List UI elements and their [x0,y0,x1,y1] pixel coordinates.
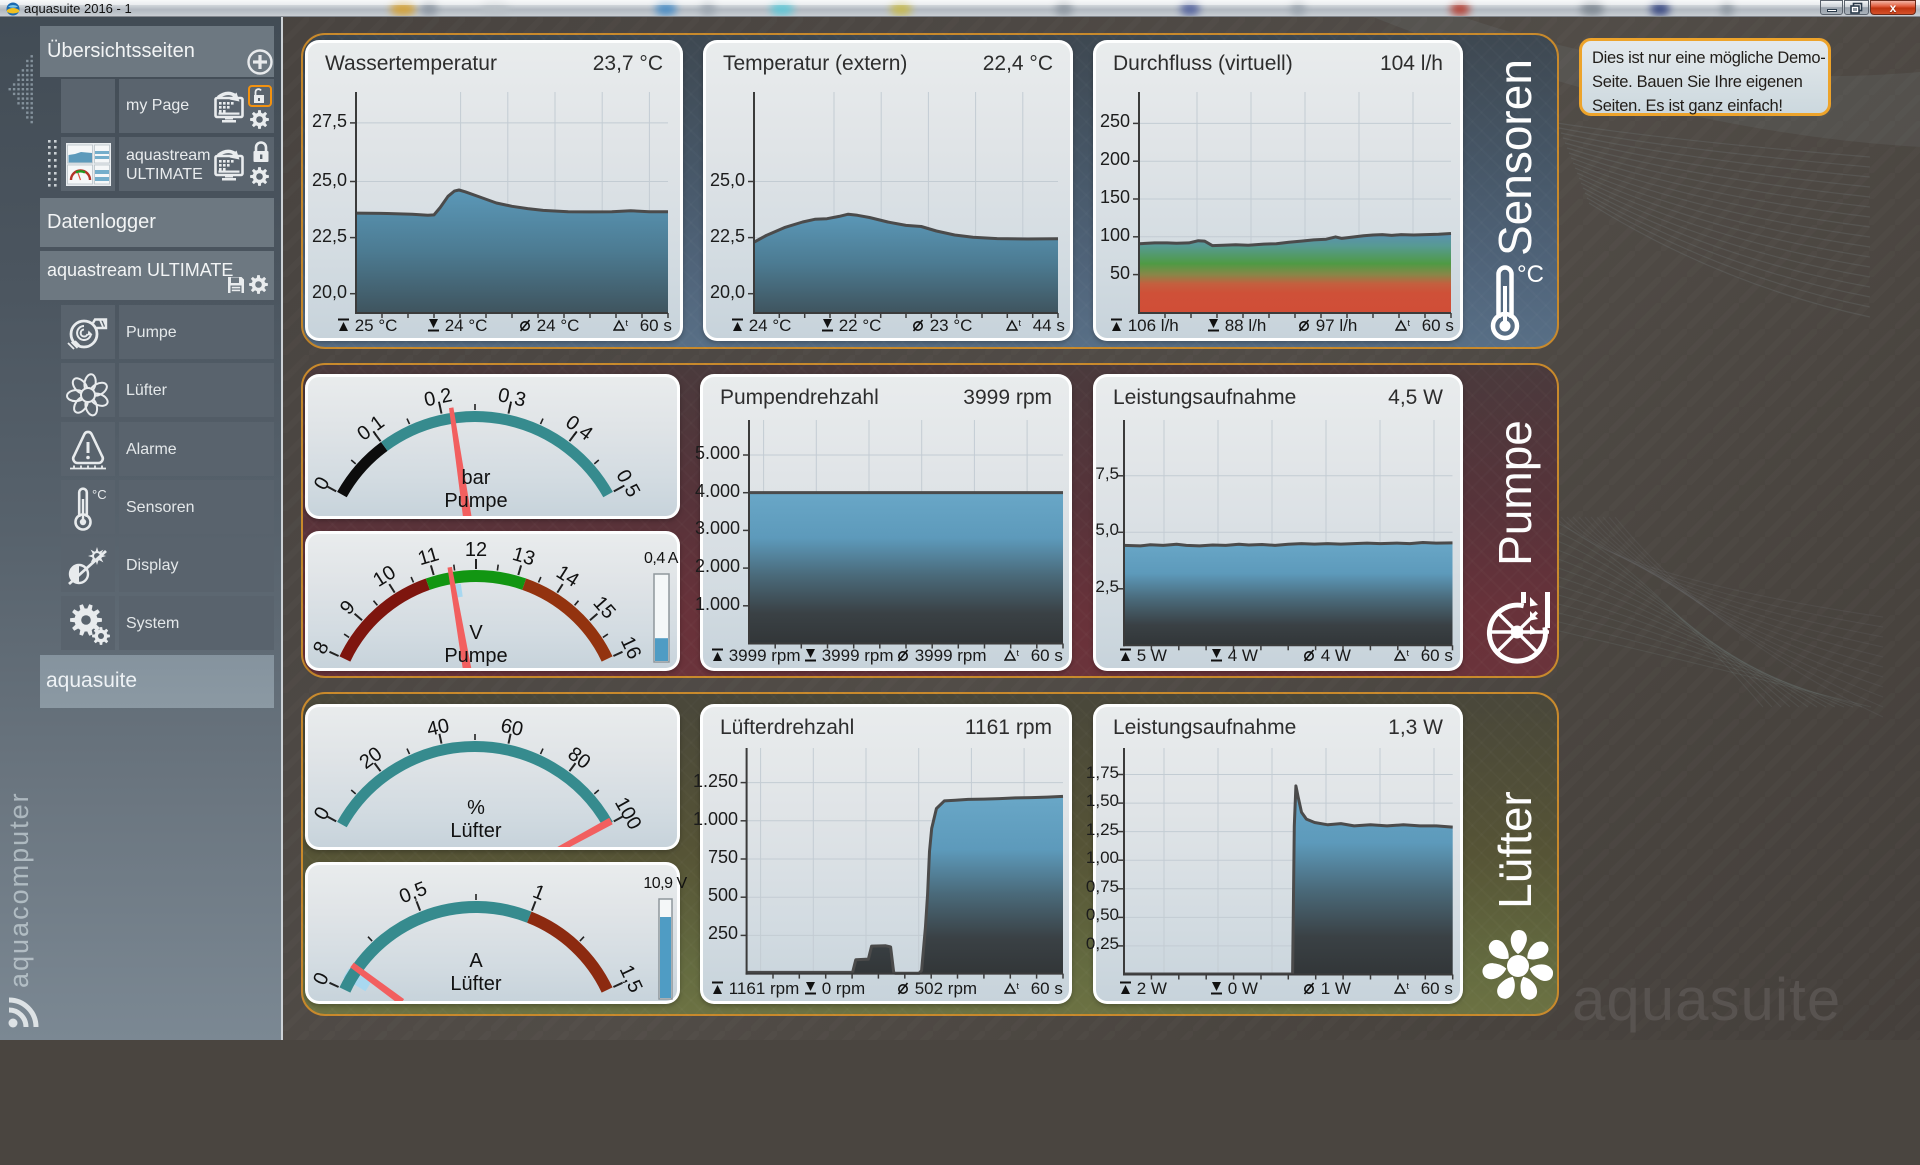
svg-text:°C: °C [92,487,107,502]
svg-text:100: 100 [610,794,645,834]
svg-text:t: t [1408,318,1411,328]
svg-text:t: t [1019,318,1022,328]
svg-text:t: t [1407,648,1410,658]
svg-text:t: t [626,318,629,328]
svg-text:t: t [1017,981,1020,991]
svg-text:12: 12 [465,539,487,561]
svg-text:40: 40 [425,715,451,741]
svg-text:80: 80 [564,743,595,774]
svg-text:t: t [1407,981,1410,991]
svg-text:0: 0 [310,803,335,823]
svg-text:0,2: 0,2 [422,384,454,411]
svg-text:t: t [1017,648,1020,658]
svg-text:60: 60 [499,715,525,741]
svg-text:0,3: 0,3 [496,384,528,411]
svg-text:°C: °C [1517,262,1544,288]
svg-text:20: 20 [356,743,387,774]
svg-text:0,5: 0,5 [611,466,644,501]
svg-text:0: 0 [310,473,335,493]
